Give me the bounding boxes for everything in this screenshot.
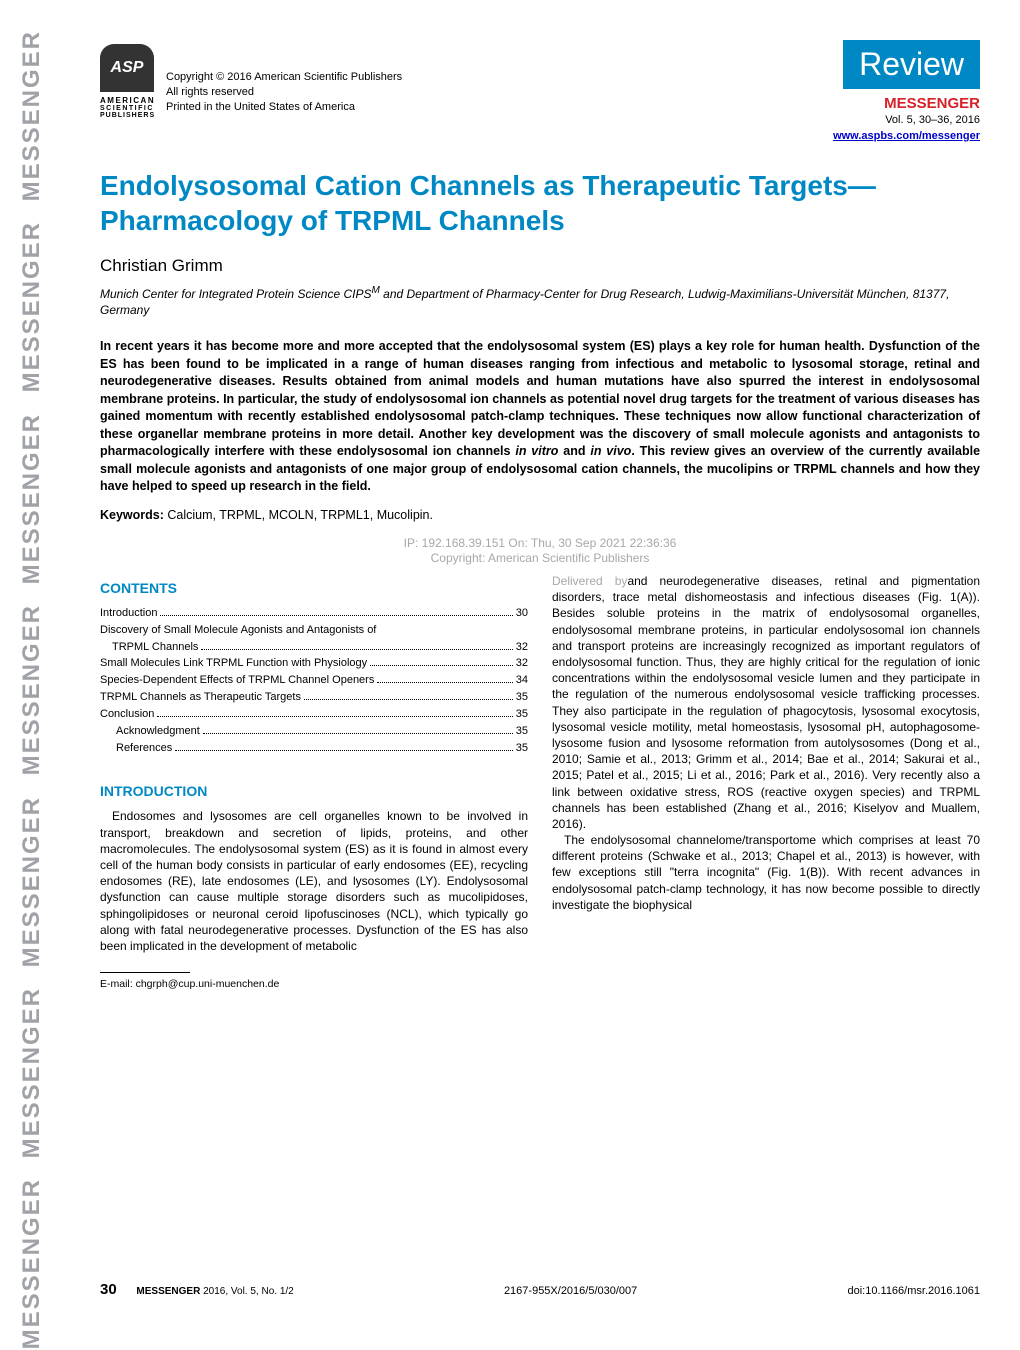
delivered-watermark: Delivered by: [552, 574, 627, 588]
keywords-list: Calcium, TRPML, MCOLN, TRPML1, Mucolipin…: [167, 508, 433, 522]
header-left: ASP AMERICAN SCIENTIFIC PUBLISHERS Copyr…: [100, 40, 402, 119]
sidebar-text: MESSENGER: [18, 413, 46, 584]
journal-name: MESSENGER: [833, 95, 980, 112]
ip-watermark: IP: 192.168.39.151 On: Thu, 30 Sep 2021 …: [100, 536, 980, 567]
toc-entry: Species-Dependent Effects of TRPML Chann…: [100, 673, 528, 688]
sidebar-text: MESSENGER: [18, 796, 46, 967]
footnote-rule: [100, 972, 190, 973]
publisher-line2: SCIENTIFIC: [100, 105, 154, 112]
toc-entry: Small Molecules Link TRPML Function with…: [100, 656, 528, 671]
footer-journal: MESSENGER 2016, Vol. 5, No. 1/2: [120, 1286, 294, 1297]
table-of-contents: Introduction30 Discovery of Small Molecul…: [100, 606, 528, 756]
introduction-heading: INTRODUCTION: [100, 782, 528, 801]
intro-paragraph-left: Endosomes and lysosomes are cell organel…: [100, 808, 528, 954]
footnote-email: E-mail: chgrph@cup.uni-muenchen.de: [100, 977, 528, 991]
sidebar-text: MESSENGER: [18, 30, 46, 201]
copyright-block: Copyright © 2016 American Scientific Pub…: [166, 40, 402, 119]
intro-paragraph-right-1: Delivered byand neurodegenerative diseas…: [552, 573, 980, 832]
toc-entry: TRPML Channels as Therapeutic Targets35: [100, 690, 528, 705]
footer-doi: doi:10.1166/msr.2016.1061: [847, 1285, 980, 1297]
sidebar-text: MESSENGER: [18, 1178, 46, 1349]
watermark-copyright: Copyright: American Scientific Publisher…: [100, 551, 980, 567]
rights-line: All rights reserved: [166, 85, 402, 100]
footer-left: 30 MESSENGER 2016, Vol. 5, No. 1/2: [100, 1281, 294, 1298]
page-content: ASP AMERICAN SCIENTIFIC PUBLISHERS Copyr…: [100, 40, 980, 991]
toc-entry: Discovery of Small Molecule Agonists and…: [100, 623, 528, 638]
publisher-logo: ASP AMERICAN SCIENTIFIC PUBLISHERS: [100, 44, 154, 119]
right-lead: and neurodegenerative: [627, 574, 759, 588]
toc-entry: Introduction30: [100, 606, 528, 621]
copyright-line: Copyright © 2016 American Scientific Pub…: [166, 70, 402, 85]
left-column: CONTENTS Introduction30 Discovery of Smal…: [100, 573, 528, 991]
watermark-ip: IP: 192.168.39.151 On: Thu, 30 Sep 2021 …: [100, 536, 980, 552]
header: ASP AMERICAN SCIENTIFIC PUBLISHERS Copyr…: [100, 40, 980, 144]
author-name: Christian Grimm: [100, 256, 980, 276]
keywords: Keywords: Calcium, TRPML, MCOLN, TRPML1,…: [100, 508, 980, 522]
publisher-line1: AMERICAN: [100, 96, 154, 105]
review-badge: Review: [843, 40, 980, 89]
author-affiliation: Munich Center for Integrated Protein Sci…: [100, 284, 980, 318]
sidebar-text: MESSENGER: [18, 604, 46, 775]
right-p1: diseases, retinal and pigmentation disor…: [552, 574, 980, 831]
sidebar-repeated-journal: MESSENGER MESSENGER MESSENGER MESSENGER …: [0, 0, 64, 1326]
asp-logo-icon: ASP: [100, 44, 154, 92]
sidebar-text: MESSENGER: [18, 987, 46, 1158]
journal-url[interactable]: www.aspbs.com/messenger: [833, 130, 980, 142]
body-columns: CONTENTS Introduction30 Discovery of Smal…: [100, 573, 980, 991]
intro-paragraph-right-2: The endolysosomal channelome/transportom…: [552, 832, 980, 913]
keywords-label: Keywords:: [100, 508, 164, 522]
toc-entry: Acknowledgment35: [100, 724, 528, 739]
publisher-name: AMERICAN SCIENTIFIC PUBLISHERS: [100, 96, 154, 119]
right-column: Delivered byand neurodegenerative diseas…: [552, 573, 980, 991]
toc-entry: TRPML Channels32: [100, 640, 528, 655]
toc-entry: Conclusion35: [100, 707, 528, 722]
article-title: Endolysosomal Cation Channels as Therape…: [100, 168, 980, 238]
page-number: 30: [100, 1281, 117, 1298]
toc-entry: References35: [100, 741, 528, 756]
sidebar-text: MESSENGER: [18, 221, 46, 392]
abstract: In recent years it has become more and m…: [100, 338, 980, 496]
printed-line: Printed in the United States of America: [166, 100, 402, 115]
publisher-line3: PUBLISHERS: [100, 112, 154, 119]
page-footer: 30 MESSENGER 2016, Vol. 5, No. 1/2 2167-…: [100, 1281, 980, 1298]
contents-heading: CONTENTS: [100, 579, 528, 598]
footer-issn: 2167-955X/2016/5/030/007: [504, 1285, 637, 1297]
header-right: Review MESSENGER Vol. 5, 30–36, 2016 www…: [833, 40, 980, 144]
volume-info: Vol. 5, 30–36, 2016: [833, 114, 980, 126]
